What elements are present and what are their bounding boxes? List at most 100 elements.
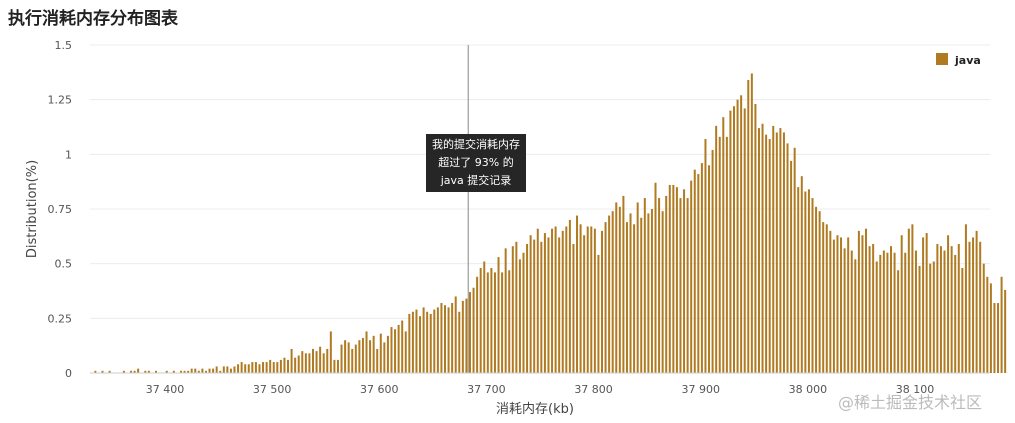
bar[interactable]: [429, 313, 432, 373]
bar[interactable]: [679, 198, 682, 373]
bar[interactable]: [401, 320, 404, 373]
bar[interactable]: [700, 163, 703, 373]
bar[interactable]: [172, 370, 175, 373]
bar[interactable]: [779, 128, 782, 373]
bar[interactable]: [522, 252, 525, 373]
bar[interactable]: [986, 276, 989, 373]
bar[interactable]: [319, 346, 322, 373]
bar[interactable]: [333, 359, 336, 373]
bar[interactable]: [208, 368, 211, 373]
bar[interactable]: [950, 246, 953, 373]
bar[interactable]: [551, 228, 554, 373]
bar[interactable]: [932, 261, 935, 373]
bar[interactable]: [258, 364, 261, 373]
bar[interactable]: [287, 359, 290, 373]
bar[interactable]: [276, 362, 279, 373]
bar[interactable]: [536, 228, 539, 373]
bar[interactable]: [311, 348, 314, 373]
bar[interactable]: [793, 147, 796, 373]
bar[interactable]: [961, 268, 964, 373]
bar[interactable]: [540, 241, 543, 373]
bar[interactable]: [444, 305, 447, 373]
bar[interactable]: [301, 351, 304, 373]
bar[interactable]: [929, 263, 932, 373]
bar[interactable]: [875, 261, 878, 373]
bar[interactable]: [772, 125, 775, 373]
bar[interactable]: [647, 213, 650, 373]
bar[interactable]: [604, 222, 607, 373]
bar[interactable]: [747, 79, 750, 373]
bar[interactable]: [433, 309, 436, 373]
bar[interactable]: [572, 243, 575, 373]
bar[interactable]: [690, 180, 693, 373]
bar[interactable]: [1000, 276, 1003, 373]
bar[interactable]: [290, 348, 293, 373]
bar[interactable]: [361, 338, 364, 373]
bar[interactable]: [272, 362, 275, 373]
bar[interactable]: [757, 128, 760, 373]
bar[interactable]: [622, 195, 625, 373]
bar[interactable]: [279, 359, 282, 373]
bar[interactable]: [893, 252, 896, 373]
bar[interactable]: [672, 184, 675, 373]
bar[interactable]: [372, 335, 375, 373]
bar[interactable]: [907, 228, 910, 373]
bar[interactable]: [775, 132, 778, 373]
bar[interactable]: [754, 104, 757, 373]
bar[interactable]: [897, 270, 900, 373]
bar[interactable]: [640, 217, 643, 373]
bar[interactable]: [219, 370, 222, 373]
bar[interactable]: [240, 362, 243, 373]
bar[interactable]: [144, 370, 147, 373]
bar[interactable]: [600, 230, 603, 373]
bar[interactable]: [733, 106, 736, 373]
bar[interactable]: [244, 364, 247, 373]
bar[interactable]: [943, 250, 946, 373]
bar[interactable]: [297, 355, 300, 373]
bar[interactable]: [558, 237, 561, 373]
bar[interactable]: [419, 316, 422, 373]
bar[interactable]: [340, 344, 343, 373]
bar[interactable]: [872, 243, 875, 373]
bar[interactable]: [836, 235, 839, 373]
bar[interactable]: [472, 287, 475, 373]
bar[interactable]: [254, 362, 257, 373]
bar[interactable]: [629, 213, 632, 373]
bar[interactable]: [625, 222, 628, 373]
bar[interactable]: [900, 235, 903, 373]
bar[interactable]: [504, 248, 507, 373]
bar[interactable]: [829, 230, 832, 373]
bar[interactable]: [650, 209, 653, 373]
bar[interactable]: [782, 132, 785, 373]
bar[interactable]: [351, 348, 354, 373]
bar[interactable]: [329, 331, 332, 373]
bar[interactable]: [451, 303, 454, 373]
bar[interactable]: [997, 303, 1000, 373]
bar[interactable]: [436, 307, 439, 373]
bar[interactable]: [889, 246, 892, 373]
bar[interactable]: [925, 233, 928, 373]
bar[interactable]: [618, 206, 621, 373]
bar[interactable]: [804, 191, 807, 373]
bar[interactable]: [251, 362, 254, 373]
bar[interactable]: [165, 370, 168, 373]
bar[interactable]: [493, 272, 496, 373]
bar[interactable]: [369, 340, 372, 373]
bar[interactable]: [693, 169, 696, 373]
bar[interactable]: [643, 198, 646, 373]
bar[interactable]: [204, 370, 207, 373]
bar[interactable]: [661, 211, 664, 373]
bar[interactable]: [440, 303, 443, 373]
bar[interactable]: [336, 359, 339, 373]
bar[interactable]: [825, 224, 828, 373]
bar[interactable]: [383, 342, 386, 373]
bar[interactable]: [597, 254, 600, 373]
bar[interactable]: [947, 235, 950, 373]
bar[interactable]: [815, 206, 818, 373]
bar[interactable]: [800, 176, 803, 373]
legend[interactable]: java: [936, 53, 981, 67]
bar[interactable]: [854, 259, 857, 373]
bar[interactable]: [911, 224, 914, 373]
bar[interactable]: [843, 248, 846, 373]
bar[interactable]: [137, 368, 140, 373]
